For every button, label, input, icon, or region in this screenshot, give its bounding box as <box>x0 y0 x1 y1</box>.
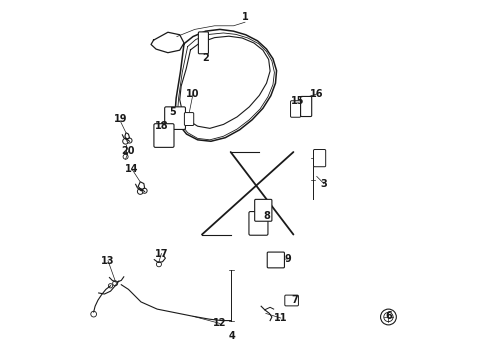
FancyBboxPatch shape <box>285 295 298 306</box>
Text: 8: 8 <box>263 211 270 221</box>
FancyBboxPatch shape <box>255 199 272 221</box>
Text: 12: 12 <box>213 319 227 328</box>
FancyBboxPatch shape <box>184 113 194 126</box>
Text: 14: 14 <box>125 164 139 174</box>
Text: 1: 1 <box>242 12 248 22</box>
Circle shape <box>142 188 147 193</box>
FancyBboxPatch shape <box>165 107 186 130</box>
FancyBboxPatch shape <box>300 96 312 117</box>
Circle shape <box>113 281 118 286</box>
Circle shape <box>91 311 97 317</box>
Text: 2: 2 <box>202 53 209 63</box>
Text: 4: 4 <box>229 331 236 341</box>
FancyBboxPatch shape <box>291 101 300 117</box>
FancyBboxPatch shape <box>154 124 174 147</box>
Text: 19: 19 <box>114 114 127 124</box>
Text: 5: 5 <box>169 107 176 117</box>
Text: 9: 9 <box>285 254 292 264</box>
Text: 16: 16 <box>310 89 323 99</box>
Text: 6: 6 <box>385 311 392 321</box>
Circle shape <box>137 189 143 194</box>
Circle shape <box>156 262 161 267</box>
FancyBboxPatch shape <box>249 212 268 235</box>
Circle shape <box>123 154 128 159</box>
Text: 20: 20 <box>122 146 135 156</box>
Text: 10: 10 <box>186 89 200 99</box>
Circle shape <box>108 284 113 288</box>
Text: 11: 11 <box>274 313 288 323</box>
Text: 17: 17 <box>155 248 168 258</box>
Circle shape <box>127 138 132 143</box>
Text: 18: 18 <box>155 121 168 131</box>
Text: 13: 13 <box>101 256 115 266</box>
FancyBboxPatch shape <box>267 252 285 268</box>
Text: 7: 7 <box>292 295 298 305</box>
Circle shape <box>381 309 396 325</box>
Text: 3: 3 <box>320 179 327 189</box>
Circle shape <box>384 312 393 321</box>
Text: 15: 15 <box>291 96 304 106</box>
FancyBboxPatch shape <box>198 32 208 54</box>
FancyBboxPatch shape <box>314 149 326 167</box>
Circle shape <box>122 138 128 144</box>
